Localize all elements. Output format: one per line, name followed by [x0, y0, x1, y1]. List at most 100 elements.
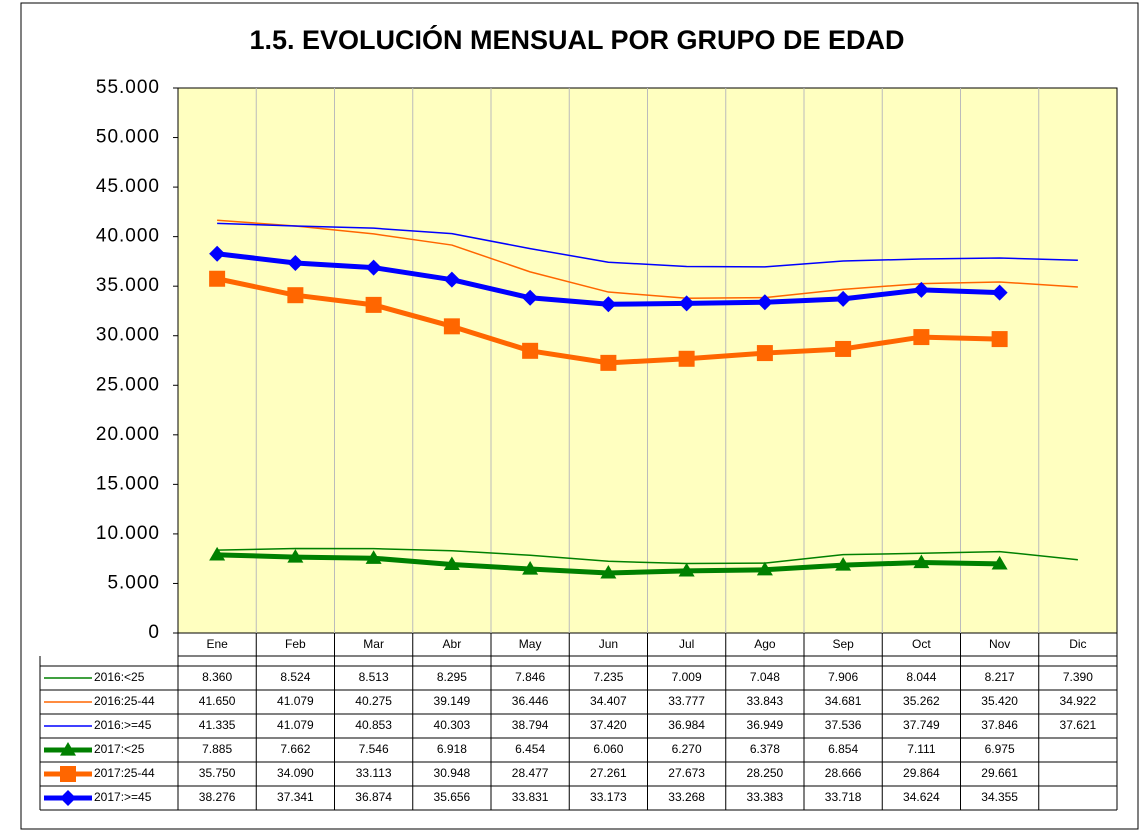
- table-cell: 6.918: [437, 742, 467, 756]
- table-cell: 7.111: [907, 742, 936, 756]
- series-marker: [600, 296, 617, 313]
- table-cell: 6.270: [672, 742, 702, 756]
- table-cell: 34.922: [1060, 694, 1097, 708]
- series-line: [217, 547, 1078, 565]
- table-cell: 37.420: [590, 718, 627, 732]
- table-cell: 40.303: [434, 718, 471, 732]
- series-marker: [678, 295, 695, 312]
- series-marker: [835, 290, 852, 307]
- series-marker: [991, 331, 1008, 348]
- x-tick-label: Ene: [206, 637, 228, 651]
- table-cell: 28.666: [825, 766, 862, 780]
- series-marker: [991, 555, 1008, 570]
- table-cell: 35.750: [199, 766, 236, 780]
- table-cell: 36.874: [355, 790, 392, 804]
- table-cell: 7.009: [672, 670, 702, 684]
- series-marker: [287, 287, 304, 304]
- table-cell: 36.949: [747, 718, 784, 732]
- series-marker: [600, 354, 617, 371]
- y-tick-label: 35.000: [96, 275, 160, 296]
- legend-label: 2016:>=45: [94, 718, 152, 732]
- table-cell: 7.885: [202, 742, 232, 756]
- y-tick-label: 5.000: [107, 572, 160, 593]
- series-marker: [756, 294, 773, 311]
- chart-title: 1.5. EVOLUCIÓN MENSUAL POR GRUPO DE EDAD: [249, 24, 904, 55]
- table-cell: 33.718: [825, 790, 862, 804]
- table-cell: 38.276: [199, 790, 236, 804]
- series-marker: [835, 340, 852, 357]
- series-marker: [443, 318, 460, 335]
- series-marker: [522, 342, 539, 359]
- x-tick-label: Abr: [443, 637, 462, 651]
- legend-marker: [60, 790, 76, 806]
- series-marker: [756, 345, 773, 362]
- y-tick-label: 20.000: [96, 424, 160, 445]
- table-cell: 29.661: [981, 766, 1018, 780]
- series-marker: [756, 561, 773, 576]
- table-cell: 33.268: [668, 790, 705, 804]
- series-marker: [287, 549, 304, 563]
- series-marker: [365, 296, 382, 313]
- x-tick-label: Feb: [285, 637, 306, 651]
- series-marker: [522, 289, 539, 306]
- series-marker: [991, 284, 1008, 301]
- table-cell: 34.355: [981, 790, 1018, 804]
- table-cell: 35.420: [981, 694, 1018, 708]
- series-marker: [678, 350, 695, 367]
- series-marker: [287, 254, 304, 271]
- x-tick-label: Jul: [679, 637, 694, 651]
- table-cell: 37.621: [1060, 718, 1097, 732]
- table-cell: 37.341: [277, 790, 314, 804]
- table-cell: 7.846: [515, 670, 545, 684]
- series-marker: [913, 554, 930, 569]
- y-tick-label: 25.000: [96, 374, 160, 395]
- table-cell: 8.360: [202, 670, 232, 684]
- table-cell: 27.261: [590, 766, 627, 780]
- table-cell: 35.262: [903, 694, 940, 708]
- y-tick-label: 15.000: [96, 473, 160, 494]
- table-cell: 38.794: [512, 718, 549, 732]
- x-tick-label: Nov: [989, 637, 1010, 651]
- table-cell: 30.948: [434, 766, 471, 780]
- y-tick-label: 0: [148, 622, 160, 643]
- table-cell: 37.536: [825, 718, 862, 732]
- table-cell: 33.777: [668, 694, 705, 708]
- table-cell: 36.446: [512, 694, 549, 708]
- table-cell: 33.383: [747, 790, 784, 804]
- table-cell: 8.044: [906, 670, 936, 684]
- series-marker: [835, 557, 852, 571]
- table-cell: 7.390: [1063, 670, 1093, 684]
- table-cell: 36.984: [668, 718, 705, 732]
- table-cell: 28.250: [747, 766, 784, 780]
- table-cell: 40.275: [355, 694, 392, 708]
- series-marker: [600, 564, 617, 579]
- series-marker: [209, 546, 226, 561]
- x-tick-label: Ago: [754, 637, 776, 651]
- table-cell: 41.650: [199, 694, 236, 708]
- legend-label: 2017:>=45: [94, 790, 152, 804]
- legend-marker: [60, 766, 76, 782]
- y-tick-label: 55.000: [96, 77, 160, 98]
- legend-label: 2017:<25: [94, 742, 145, 756]
- table-cell: 6.060: [593, 742, 623, 756]
- table-cell: 33.831: [512, 790, 549, 804]
- table-cell: 37.749: [903, 718, 940, 732]
- legend-label: 2017:25-44: [94, 766, 155, 780]
- series-marker: [678, 562, 695, 577]
- table-cell: 8.217: [985, 670, 1015, 684]
- series-line: [217, 219, 1078, 300]
- table-cell: 39.149: [434, 694, 471, 708]
- table-cell: 7.048: [750, 670, 780, 684]
- series-marker: [913, 329, 930, 346]
- x-tick-label: Mar: [363, 637, 384, 651]
- table-cell: 34.090: [277, 766, 314, 780]
- legend-label: 2016:<25: [94, 670, 145, 684]
- table-cell: 34.681: [825, 694, 862, 708]
- y-tick-label: 45.000: [96, 176, 160, 197]
- series-line: [217, 222, 1078, 268]
- y-tick-label: 50.000: [96, 127, 160, 148]
- series-marker: [522, 561, 539, 575]
- table-cell: 7.546: [359, 742, 389, 756]
